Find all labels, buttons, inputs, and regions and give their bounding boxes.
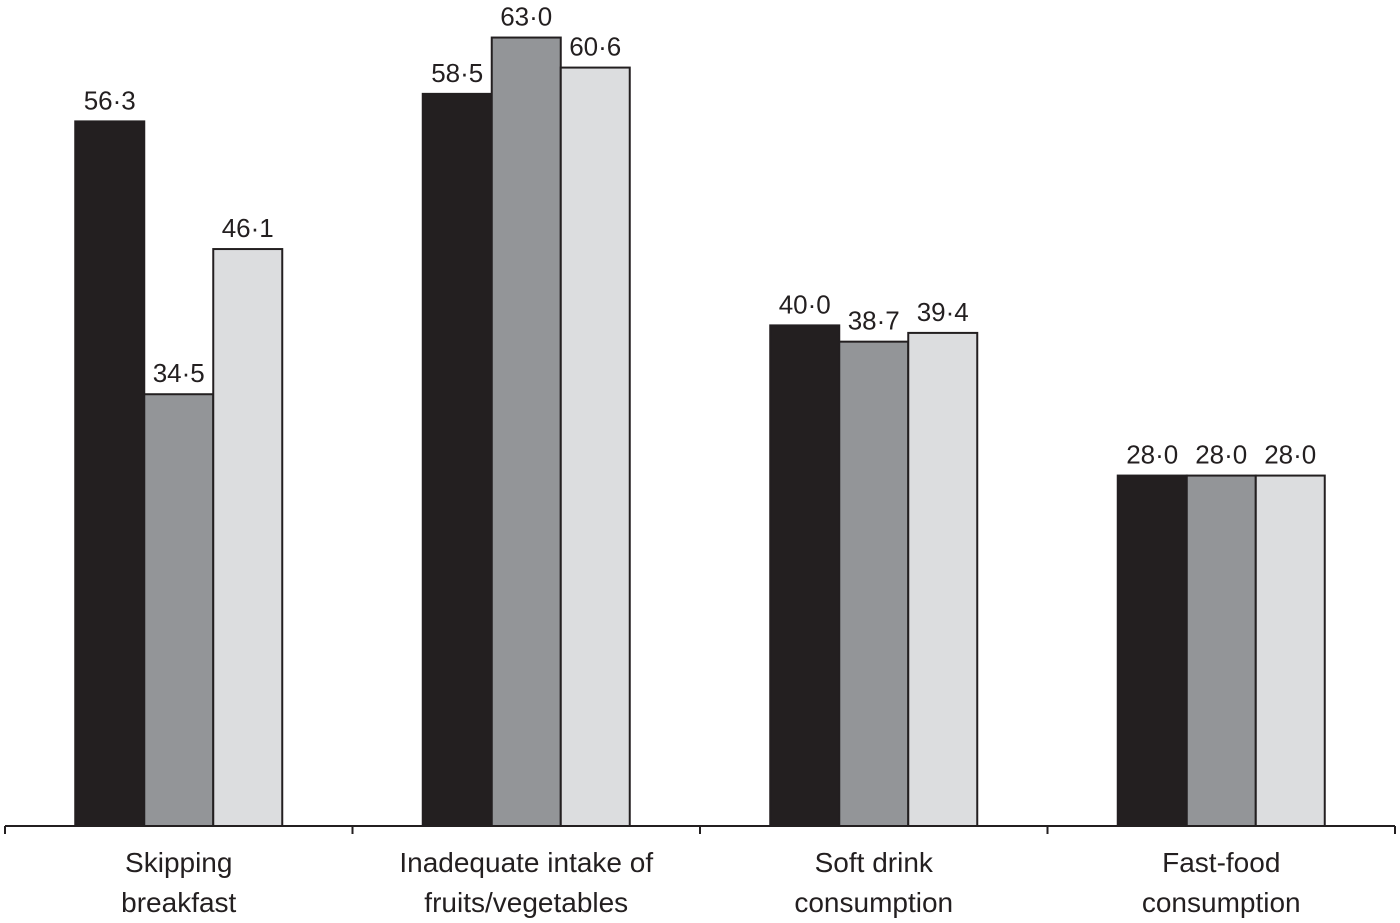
bar [212, 248, 284, 827]
value-label: 58·5 [431, 58, 483, 88]
value-label: 28·0 [1264, 440, 1316, 470]
bar [769, 324, 841, 827]
value-label: 56·3 [84, 85, 136, 115]
bar [1116, 474, 1188, 827]
bar [490, 36, 562, 827]
value-label: 46·1 [222, 213, 274, 243]
bar [559, 66, 631, 827]
x-tick-label: Soft drink consumption [794, 847, 953, 918]
bar [1185, 474, 1257, 827]
value-label: 28·0 [1195, 440, 1247, 470]
bar [838, 340, 910, 827]
x-tick-label: Fast-food consumption [1142, 847, 1301, 918]
value-label: 60·6 [569, 32, 621, 62]
value-label: 38·7 [848, 306, 900, 336]
bar [143, 393, 215, 827]
value-label: 39·4 [917, 297, 969, 327]
bar [1254, 474, 1326, 827]
value-label: 28·0 [1126, 440, 1178, 470]
value-label: 63·0 [500, 2, 552, 32]
x-tick-label: Inadequate intake of fruits/vegetables [399, 847, 653, 918]
bar [74, 120, 146, 827]
bar [907, 331, 979, 827]
x-tick-label: Skipping breakfast [121, 847, 236, 918]
value-label: 40·0 [779, 289, 831, 319]
value-label: 34·5 [153, 358, 205, 388]
bar [421, 92, 493, 827]
